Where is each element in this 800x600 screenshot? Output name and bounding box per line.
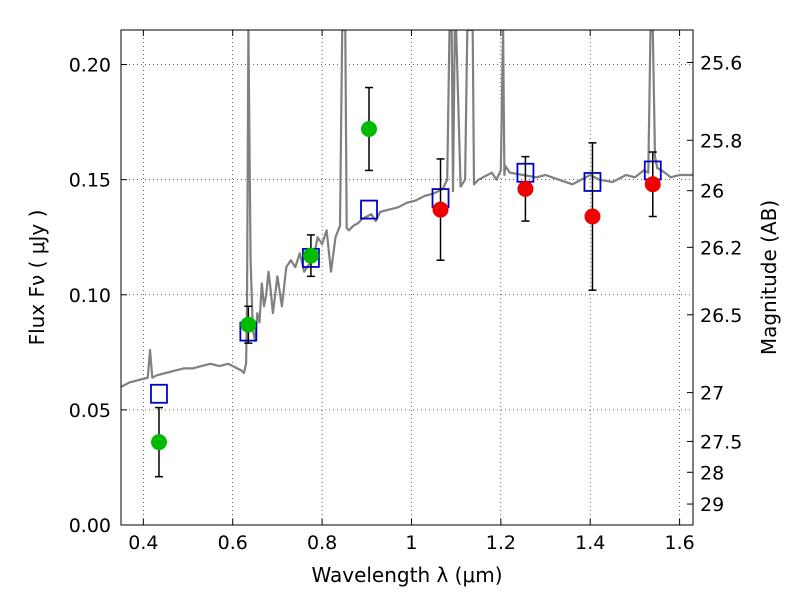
- y-tick-label: 0.05: [69, 400, 111, 422]
- red-data-point: [584, 208, 601, 225]
- red-data-point: [517, 180, 534, 197]
- x-axis-label: Wavelength λ (μm): [311, 563, 502, 587]
- right-y-tick-label: 25.8: [700, 130, 742, 152]
- right-y-axis-label: Magnitude (AB): [757, 200, 781, 355]
- model-square-point: [360, 199, 378, 220]
- x-tick-label: 0.6: [218, 532, 248, 554]
- x-tick-label: 1.4: [575, 532, 605, 554]
- x-tick-label: 1: [405, 532, 417, 554]
- red-data-point: [432, 201, 449, 218]
- green-data-point: [240, 316, 257, 333]
- x-tick-label: 0.8: [307, 532, 337, 554]
- red-data-point: [644, 176, 661, 193]
- right-y-tick-label: 27.5: [700, 431, 742, 453]
- spectrum-line: [121, 30, 693, 388]
- green-data-point: [361, 121, 378, 137]
- y-tick-label: 0.10: [69, 285, 111, 307]
- right-y-tick-label: 28: [700, 462, 724, 484]
- axis-ticks: 0.4 0.6 0.8 1 1.2 1.4 1.6 0.00 0.05 0.10 0.15 0.20 2…: [69, 30, 742, 554]
- x-tick-label: 1.6: [664, 532, 694, 554]
- plot-area: [121, 30, 693, 478]
- right-y-tick-label: 26: [700, 181, 724, 203]
- green-data-point: [302, 247, 319, 264]
- x-tick-label: 0.4: [128, 532, 158, 554]
- right-y-tick-label: 26.2: [700, 237, 742, 259]
- y-tick-label: 0.00: [69, 515, 111, 537]
- y-tick-label: 0.20: [69, 55, 111, 77]
- y-axis-label: Flux Fν ( μJy ): [25, 210, 49, 346]
- right-y-tick-label: 26.5: [700, 305, 742, 327]
- green-data-point: [150, 434, 167, 451]
- right-y-tick-label: 27: [700, 383, 724, 405]
- x-tick-label: 1.2: [486, 532, 516, 554]
- y-tick-label: 0.15: [69, 170, 111, 192]
- right-y-tick-label: 25.6: [700, 52, 742, 74]
- grid-lines: [121, 30, 693, 526]
- model-square-point: [150, 383, 168, 404]
- plot-frame: [120, 29, 694, 526]
- right-y-tick-label: 29: [700, 494, 724, 516]
